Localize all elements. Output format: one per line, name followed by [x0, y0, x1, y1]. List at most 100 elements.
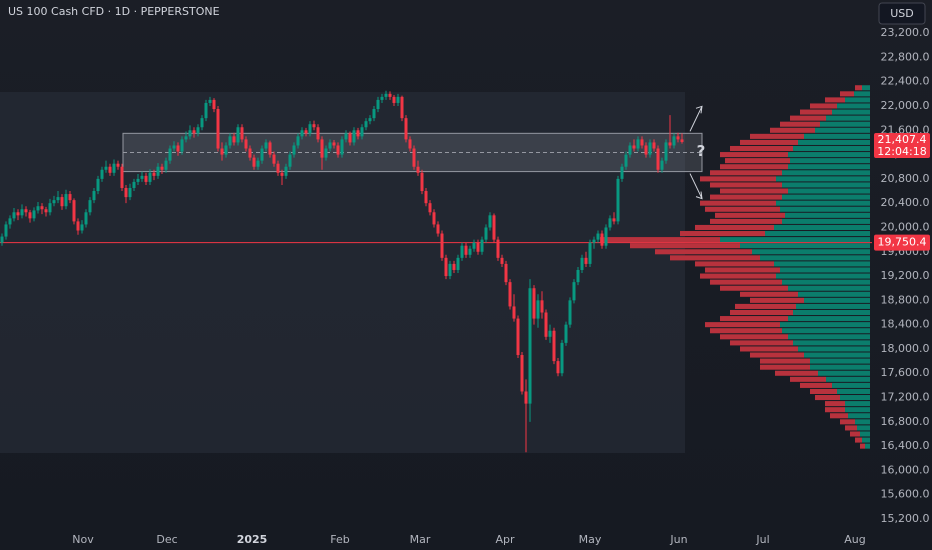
candle-body [360, 127, 364, 137]
profile-down [730, 340, 793, 346]
candle-body [472, 242, 476, 249]
profile-down [855, 437, 862, 443]
candle-body [436, 224, 440, 234]
candle-body [228, 136, 232, 146]
profile-up [788, 285, 870, 291]
profile-up [788, 334, 870, 340]
countdown: 12:04:18 [877, 145, 926, 158]
y-tick-label: 22,000.0 [881, 99, 930, 112]
candle-body [116, 163, 120, 167]
profile-up [832, 109, 870, 115]
candle-body [524, 391, 528, 404]
candle-body [636, 139, 640, 149]
profile-up [804, 297, 870, 303]
candle-body [656, 148, 660, 170]
candle-body [236, 127, 240, 143]
candle-body [144, 175, 148, 182]
candle-body [580, 257, 584, 270]
profile-up [804, 133, 870, 139]
y-tick-label: 18,000.0 [881, 342, 930, 355]
profile-up [793, 309, 870, 316]
candle-body [172, 145, 176, 149]
arrow-up [689, 105, 703, 132]
candle-body [476, 242, 480, 252]
currency[interactable]: USD [890, 7, 914, 20]
y-tick-label: 19,200.0 [881, 269, 930, 282]
candle-body [416, 166, 420, 173]
y-tick-label: 22,400.0 [881, 75, 930, 88]
x-tick-label: Apr [495, 533, 515, 546]
candle-body [648, 142, 652, 155]
candle-body [160, 166, 164, 170]
profile-up [845, 97, 870, 103]
profile-up [826, 115, 870, 121]
candle-body [400, 96, 404, 119]
candle-body [332, 142, 336, 146]
profile-down [830, 413, 848, 419]
candle-body [424, 191, 428, 204]
candle-body [340, 139, 344, 155]
candle-body [412, 148, 416, 167]
profile-down [700, 273, 776, 279]
currency-box[interactable] [878, 2, 926, 25]
profile-down [725, 158, 790, 164]
candle-body [568, 300, 572, 325]
candle-body [668, 142, 672, 146]
candle-body [640, 139, 644, 146]
candle-body [324, 148, 328, 158]
candle-body [36, 206, 40, 211]
candle-body [444, 257, 448, 277]
candle-body [484, 227, 488, 240]
candle-body [624, 154, 628, 167]
candle-body [96, 178, 100, 192]
candle-body [212, 99, 216, 110]
profile-down [855, 85, 862, 91]
profile-up [837, 103, 870, 109]
candle-body [200, 118, 204, 128]
candle-body [260, 148, 264, 161]
profile-down [750, 352, 804, 358]
profile-down [740, 139, 798, 145]
candle-body [224, 145, 228, 155]
y-tick-label: 20,800.0 [881, 172, 930, 185]
candle-body [440, 233, 444, 258]
candle-body [164, 160, 168, 170]
profile-up [782, 170, 870, 176]
candle-body [76, 221, 80, 231]
candle-body [176, 145, 180, 152]
profile-up [810, 358, 870, 364]
candle-body [240, 127, 244, 140]
candle-body [88, 200, 92, 213]
x-tick-label: Jun [669, 533, 687, 546]
profile-down [735, 303, 796, 309]
profile-down [720, 188, 788, 194]
candle-body [52, 200, 56, 204]
profile-up [776, 200, 870, 206]
candle-body [376, 99, 380, 110]
candle-body [32, 210, 36, 219]
candle-body [140, 175, 144, 179]
profile-down [750, 133, 804, 139]
last-price-label: 21,407.4 [878, 133, 927, 146]
profile-down [740, 346, 798, 352]
candle-body [368, 118, 372, 122]
candle-body [372, 109, 376, 119]
y-tick-label: 15,200.0 [881, 512, 930, 525]
profile-up [837, 388, 870, 395]
candle-body [320, 139, 324, 158]
profile-down [705, 206, 780, 212]
profile-up [776, 176, 870, 182]
x-tick-label: Aug [844, 533, 865, 546]
candle-body [108, 166, 112, 173]
y-tick-label: 17,600.0 [881, 366, 930, 379]
candle-body [672, 136, 676, 146]
candle-body [680, 139, 684, 142]
profile-down [760, 358, 810, 364]
profile-down [705, 322, 780, 328]
candle-body [576, 269, 580, 283]
profile-down [780, 121, 820, 127]
candle-body [328, 142, 332, 149]
candle-body [44, 209, 48, 213]
candle-body [460, 245, 464, 258]
candle-body [248, 148, 252, 158]
